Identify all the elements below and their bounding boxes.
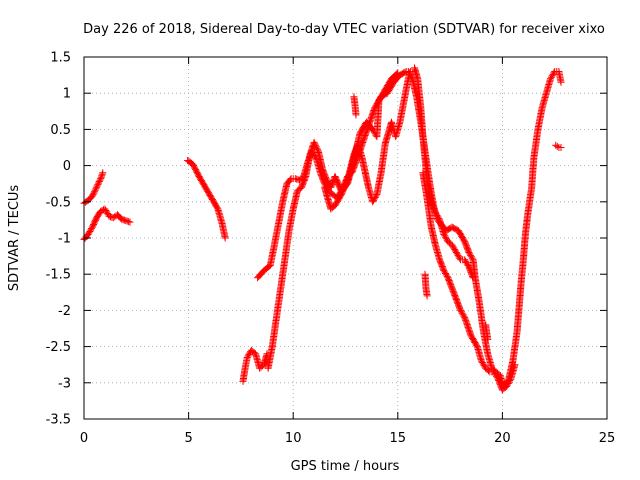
- series-track-d-lower: [419, 169, 519, 394]
- series-track-c-stray: [350, 93, 360, 119]
- data-marker: [80, 205, 134, 243]
- series-track-d-late: [482, 321, 492, 343]
- series-track-c-mid: [254, 68, 410, 282]
- y-tick-label: -2: [58, 304, 71, 319]
- x-axis-label: GPS time / hours: [291, 459, 400, 474]
- y-tick-label: -1.5: [46, 268, 71, 283]
- series-track-c-low: [239, 346, 271, 385]
- data-marker: [419, 169, 519, 394]
- y-tick-label: 1.5: [50, 51, 71, 66]
- data-marker: [264, 69, 402, 372]
- chart-title: Day 226 of 2018, Sidereal Day-to-day VTE…: [83, 22, 605, 37]
- data-marker: [254, 68, 410, 282]
- y-axis-label: SDTVAR / TECUs: [7, 185, 22, 292]
- data-marker: [421, 270, 431, 300]
- y-tick-label: 1: [63, 87, 71, 102]
- x-tick-label: 0: [80, 431, 88, 446]
- data-marker: [552, 141, 565, 151]
- y-tick-label: -1: [58, 232, 71, 247]
- y-tick-labels: -3.5 -3 -2.5 -2 -1.5 -1 -0.5 0 0.5 1 1.5: [46, 51, 71, 428]
- series-track-b: [184, 157, 229, 242]
- data-marker: [321, 68, 414, 213]
- y-tick-label: 0: [63, 159, 71, 174]
- x-tick-label: 20: [494, 431, 511, 446]
- ticks: [83, 56, 608, 420]
- y-tick-label: -3: [58, 376, 71, 391]
- y-tick-label: -0.5: [46, 195, 71, 210]
- series-track-c-rise: [264, 69, 402, 372]
- x-tick-label: 5: [184, 431, 192, 446]
- data-marker: [184, 157, 229, 242]
- y-tick-label: -3.5: [46, 413, 71, 428]
- x-tick-labels: 0 5 10 15 20 25: [80, 431, 615, 446]
- data-marker: [482, 321, 492, 343]
- x-tick-label: 15: [390, 431, 407, 446]
- y-tick-label: -2.5: [46, 340, 71, 355]
- y-tick-label: 0.5: [50, 123, 71, 138]
- series-track-d-end: [552, 141, 565, 151]
- series-track-a-lower: [80, 205, 134, 243]
- series-track-c-inner: [321, 68, 414, 213]
- data-marker: [350, 93, 360, 119]
- grid: [84, 57, 607, 419]
- x-tick-label: 10: [285, 431, 302, 446]
- data-marker: [239, 346, 271, 385]
- x-tick-label: 25: [599, 431, 616, 446]
- series-track-d-drop: [421, 270, 431, 300]
- data-points: [80, 64, 565, 394]
